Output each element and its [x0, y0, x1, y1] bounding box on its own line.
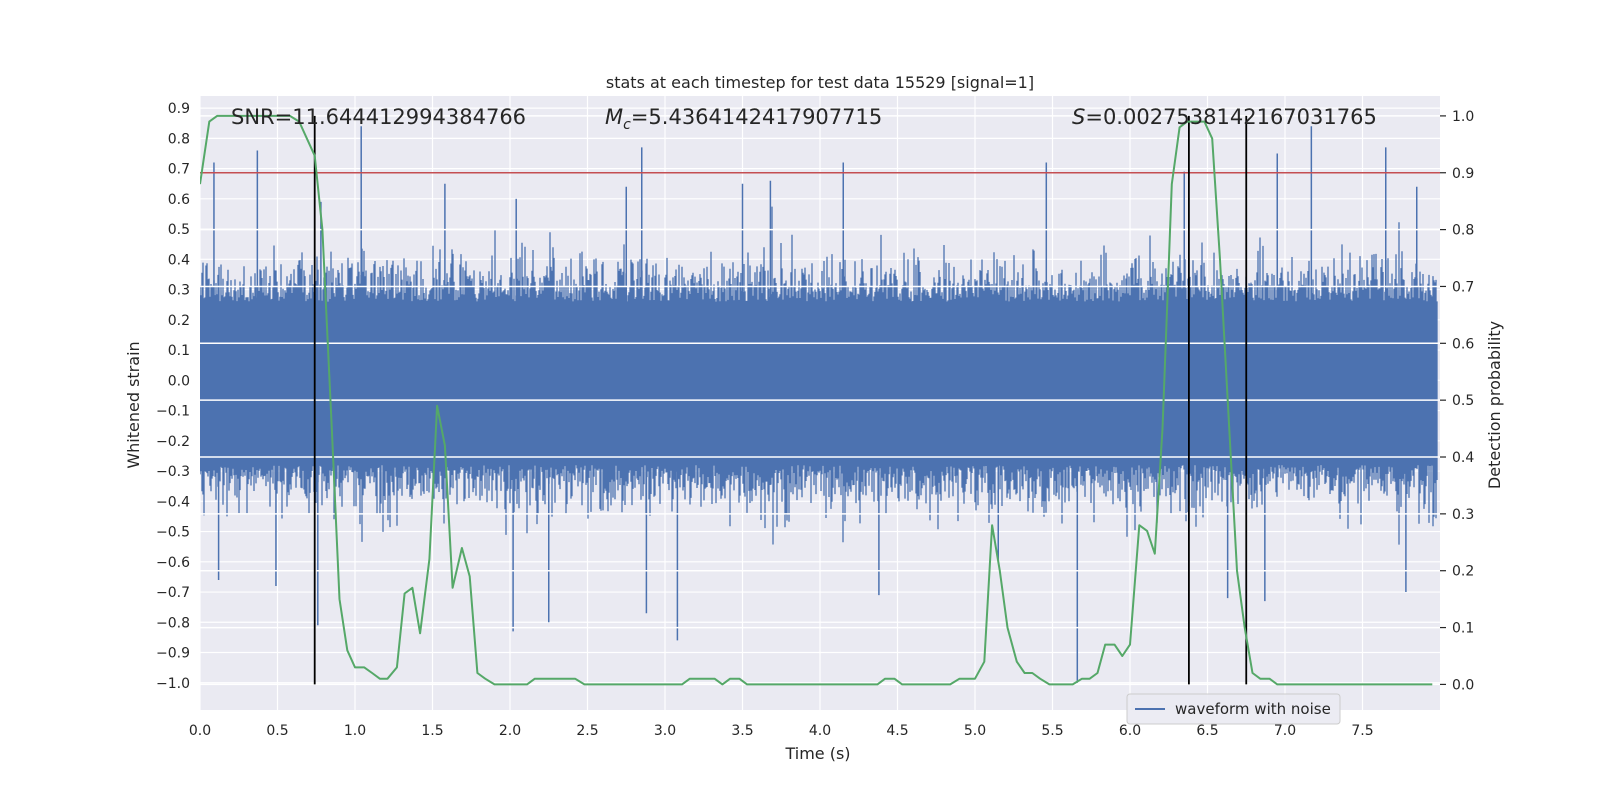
x-axis-label: Time (s)	[784, 744, 850, 763]
y-tick-label-left: 0.2	[168, 313, 190, 329]
chirp-mass-annotation: Mc=5.4364142417907715	[605, 105, 882, 133]
x-tick-label: 1.0	[344, 723, 366, 739]
right-axis-grid	[200, 115, 1440, 686]
y-tick-label-left: 0.4	[168, 252, 190, 268]
snr-annotation: SNR=11.644412994384766	[231, 105, 526, 129]
y-tick-label-right: 1.0	[1452, 109, 1474, 125]
s-annotation: S=0.0027538142167031765	[1072, 105, 1377, 129]
y-tick-label-right: 0.0	[1452, 677, 1474, 693]
y-tick-label-left: −0.9	[156, 646, 190, 662]
y-tick-label-left: −0.7	[156, 585, 190, 601]
legend-label: waveform with noise	[1175, 700, 1331, 718]
y-tick-label-left: −0.6	[156, 555, 190, 571]
legend: waveform with noise	[1126, 693, 1341, 725]
waveform-series	[200, 126, 1438, 683]
y-tick-label-left: −0.1	[156, 404, 190, 420]
x-tick-label: 2.5	[576, 723, 598, 739]
y-tick-label-left: 0.9	[168, 101, 190, 117]
y-tick-label-right: 0.7	[1452, 279, 1474, 295]
x-tick-label: 5.0	[964, 723, 986, 739]
x-tick-label: 3.5	[731, 723, 753, 739]
left-axis-ticks: 0.9 0.8 0.7 0.6 0.5 0.4 0.3 0.2 0.1 0.0 −0.1 −0.2 −0…	[156, 101, 190, 692]
x-tick-label: 6.0	[1119, 723, 1141, 739]
overlay-lines	[200, 114, 1440, 686]
y-tick-label-right: 0.9	[1452, 166, 1474, 182]
y-tick-label-right: 0.4	[1452, 450, 1474, 466]
x-tick-label: 6.5	[1196, 723, 1218, 739]
chart-title: stats at each timestep for test data 155…	[606, 73, 1034, 92]
x-tick-label: 4.0	[809, 723, 831, 739]
x-tick-label: 1.5	[421, 723, 443, 739]
x-tick-label: 4.5	[886, 723, 908, 739]
right-axis-ticks: 1.0 0.9 0.8 0.7 0.6 0.5 0.4 0.3 0.2 0.1 0.0	[1440, 109, 1474, 693]
y-tick-label-left: −0.3	[156, 464, 190, 480]
y-tick-label-left: −0.2	[156, 434, 190, 450]
y-tick-label-left: 0.1	[168, 343, 190, 359]
y-tick-label-left: 0.8	[168, 131, 190, 147]
y-tick-label-left: 0.5	[168, 222, 190, 238]
waveform-noise	[200, 206, 1438, 545]
x-tick-label: 0.5	[266, 723, 288, 739]
y-tick-label-left: −0.8	[156, 615, 190, 631]
y-tick-label-right: 0.3	[1452, 507, 1474, 523]
y-axis-label-left: Whitened strain	[124, 341, 143, 468]
y-tick-label-left: −0.5	[156, 525, 190, 541]
x-tick-label: 7.0	[1274, 723, 1296, 739]
probability-line	[200, 114, 1433, 686]
y-tick-label-right: 0.8	[1452, 223, 1474, 239]
y-tick-label-right: 0.6	[1452, 336, 1474, 352]
y-tick-label-left: 0.6	[168, 192, 190, 208]
x-tick-label: 3.0	[654, 723, 676, 739]
y-tick-label-left: −1.0	[156, 676, 190, 692]
x-tick-label: 2.0	[499, 723, 521, 739]
y-axis-label-right: Detection probability	[1485, 321, 1504, 489]
y-tick-label-left: 0.3	[168, 283, 190, 299]
y-tick-label-right: 0.2	[1452, 564, 1474, 580]
y-tick-label-left: 0.0	[168, 373, 190, 389]
x-axis-ticks: 0.0 0.5 1.0 1.5 2.0 2.5 3.0 3.5 4.0 4.5 5.0 5.5 6.0 6…	[189, 723, 1374, 739]
x-tick-label: 5.5	[1041, 723, 1063, 739]
y-tick-label-left: 0.7	[168, 162, 190, 178]
y-tick-label-right: 0.5	[1452, 393, 1474, 409]
x-tick-label: 0.0	[189, 723, 211, 739]
y-tick-label-left: −0.4	[156, 494, 190, 510]
x-tick-label: 7.5	[1351, 723, 1373, 739]
y-tick-label-right: 0.1	[1452, 621, 1474, 637]
